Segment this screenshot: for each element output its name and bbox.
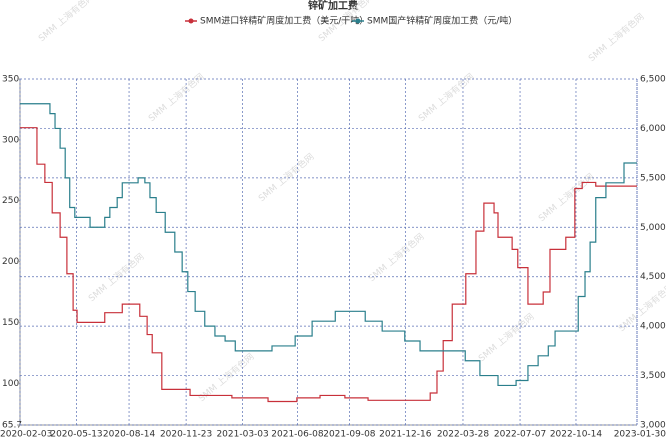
x-tick-label: 2022-10-14 — [550, 430, 603, 440]
y2-tick-label: 4,500 — [640, 272, 666, 282]
legend-label: SMM国产锌精矿周度加工费（元/吨） — [367, 15, 517, 27]
y2-tick-label: 6,500 — [640, 75, 666, 85]
y-tick-label: 300 — [2, 135, 19, 145]
x-tick-label: 2021-03-03 — [216, 430, 268, 440]
x-tick-label: 2020-02-03 — [0, 430, 52, 440]
x-tick-label: 2022-07-07 — [494, 430, 546, 440]
watermark: SMM 上海有色网 — [146, 71, 207, 125]
x-tick-label: 2021-12-16 — [379, 430, 432, 440]
y-tick-label: 150 — [2, 318, 19, 328]
x-tick-label: 2020-05-13 — [50, 430, 102, 440]
watermark: SMM 上海有色网 — [256, 151, 317, 205]
y-tick-label: 65.7 — [2, 421, 22, 431]
y-tick-label: 250 — [2, 196, 19, 206]
y2-tick-label: 5,000 — [640, 223, 666, 233]
watermark: SMM 上海有色网 — [366, 231, 427, 285]
y2-tick-label: 4,000 — [640, 322, 666, 332]
watermark: SMM 上海有色网 — [476, 311, 537, 365]
y-tick-label: 200 — [2, 257, 19, 267]
watermark: SMM 上海有色网 — [86, 251, 147, 305]
y-tick-label: 100 — [2, 379, 19, 389]
series-line — [20, 127, 637, 403]
watermark: SMM 上海有色网 — [36, 0, 97, 44]
legend-marker — [355, 18, 361, 24]
y-tick-label: 350 — [2, 75, 19, 85]
legend-label: SMM进口锌精矿周度加工费（美元/干吨） — [200, 15, 368, 27]
x-tick-label: 2022-03-28 — [437, 430, 490, 440]
watermark: SMM 上海有色网 — [416, 71, 477, 125]
x-tick-label: 2020-11-23 — [160, 430, 212, 440]
y2-tick-label: 6,000 — [640, 124, 666, 134]
legend-marker — [188, 18, 194, 24]
watermark: SMM 上海有色网 — [586, 11, 647, 65]
x-tick-label: 2021-06-08 — [271, 430, 324, 440]
series-line — [20, 103, 637, 387]
x-tick-label: 2020-08-14 — [103, 430, 156, 440]
y2-tick-label: 3,000 — [640, 421, 666, 431]
chart-title: 锌矿加工费 — [308, 0, 358, 12]
x-tick-label: 2021-09-08 — [323, 430, 376, 440]
x-tick-label: 2023-01-30 — [614, 430, 666, 440]
y2-tick-label: 3,500 — [640, 371, 666, 381]
watermark: SMM 上海有色网 — [536, 171, 597, 225]
watermark: SMM 上海有色网 — [196, 351, 257, 405]
y2-tick-label: 5,500 — [640, 173, 666, 183]
